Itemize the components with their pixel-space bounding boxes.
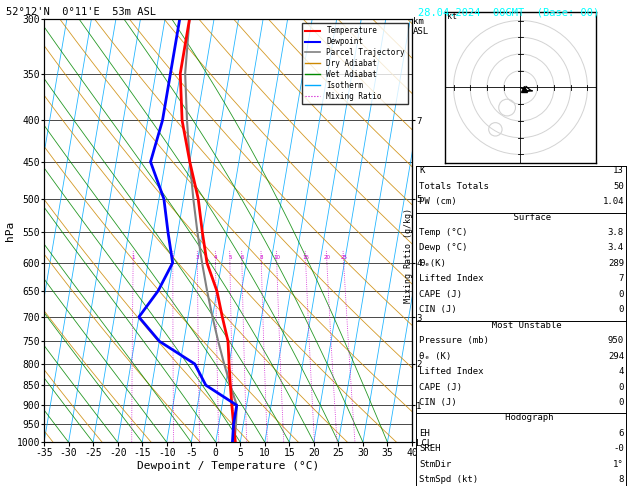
Text: 5: 5 xyxy=(228,255,231,260)
Text: 1: 1 xyxy=(131,255,135,260)
Text: 6: 6 xyxy=(618,429,624,438)
Text: 8: 8 xyxy=(260,255,263,260)
Text: θₑ(K): θₑ(K) xyxy=(419,259,446,268)
Y-axis label: hPa: hPa xyxy=(5,221,15,241)
Text: Surface: Surface xyxy=(492,212,550,222)
Text: StmSpd (kt): StmSpd (kt) xyxy=(419,475,478,485)
Text: 0: 0 xyxy=(618,382,624,392)
Text: 289: 289 xyxy=(608,259,624,268)
Text: 28.04.2024  00GMT  (Base: 00): 28.04.2024 00GMT (Base: 00) xyxy=(418,7,599,17)
Text: 50: 50 xyxy=(613,182,624,191)
Text: Mixing Ratio (g/kg): Mixing Ratio (g/kg) xyxy=(404,208,413,303)
Text: CIN (J): CIN (J) xyxy=(419,305,457,314)
Text: 20: 20 xyxy=(323,255,330,260)
Text: 3: 3 xyxy=(196,255,199,260)
Text: 15: 15 xyxy=(302,255,309,260)
Text: Lifted Index: Lifted Index xyxy=(419,275,484,283)
Text: 3.4: 3.4 xyxy=(608,243,624,253)
Text: 1°: 1° xyxy=(613,460,624,469)
Text: 950: 950 xyxy=(608,336,624,345)
Text: 4: 4 xyxy=(618,367,624,376)
Text: 294: 294 xyxy=(608,352,624,361)
Text: Most Unstable: Most Unstable xyxy=(481,321,562,330)
Text: Totals Totals: Totals Totals xyxy=(419,182,489,191)
X-axis label: Dewpoint / Temperature (°C): Dewpoint / Temperature (°C) xyxy=(137,461,319,470)
Text: -0: -0 xyxy=(613,444,624,453)
Text: kt: kt xyxy=(447,12,457,21)
Text: CAPE (J): CAPE (J) xyxy=(419,382,462,392)
Text: CAPE (J): CAPE (J) xyxy=(419,290,462,299)
Text: CIN (J): CIN (J) xyxy=(419,398,457,407)
Text: 0: 0 xyxy=(618,398,624,407)
Legend: Temperature, Dewpoint, Parcel Trajectory, Dry Adiabat, Wet Adiabat, Isotherm, Mi: Temperature, Dewpoint, Parcel Trajectory… xyxy=(302,23,408,104)
Text: 4: 4 xyxy=(214,255,217,260)
Text: Temp (°C): Temp (°C) xyxy=(419,228,467,237)
Text: Dewp (°C): Dewp (°C) xyxy=(419,243,467,253)
Text: StmDir: StmDir xyxy=(419,460,451,469)
Text: EH: EH xyxy=(419,429,430,438)
Text: Hodograph: Hodograph xyxy=(489,414,554,422)
Text: 7: 7 xyxy=(618,275,624,283)
Text: 2: 2 xyxy=(171,255,175,260)
Text: SREH: SREH xyxy=(419,444,440,453)
Text: 10: 10 xyxy=(273,255,281,260)
Text: Pressure (mb): Pressure (mb) xyxy=(419,336,489,345)
Text: θₑ (K): θₑ (K) xyxy=(419,352,451,361)
Text: 25: 25 xyxy=(340,255,347,260)
Text: 13: 13 xyxy=(613,166,624,175)
Text: 3.8: 3.8 xyxy=(608,228,624,237)
Text: km
ASL: km ASL xyxy=(413,17,430,35)
Text: K: K xyxy=(419,166,425,175)
Text: 8: 8 xyxy=(618,475,624,485)
Text: 0: 0 xyxy=(618,290,624,299)
Text: 1.04: 1.04 xyxy=(603,197,624,206)
Text: 52°12'N  0°11'E  53m ASL: 52°12'N 0°11'E 53m ASL xyxy=(6,7,156,17)
Text: 6: 6 xyxy=(240,255,243,260)
Text: 0: 0 xyxy=(618,305,624,314)
Text: PW (cm): PW (cm) xyxy=(419,197,457,206)
Text: Lifted Index: Lifted Index xyxy=(419,367,484,376)
